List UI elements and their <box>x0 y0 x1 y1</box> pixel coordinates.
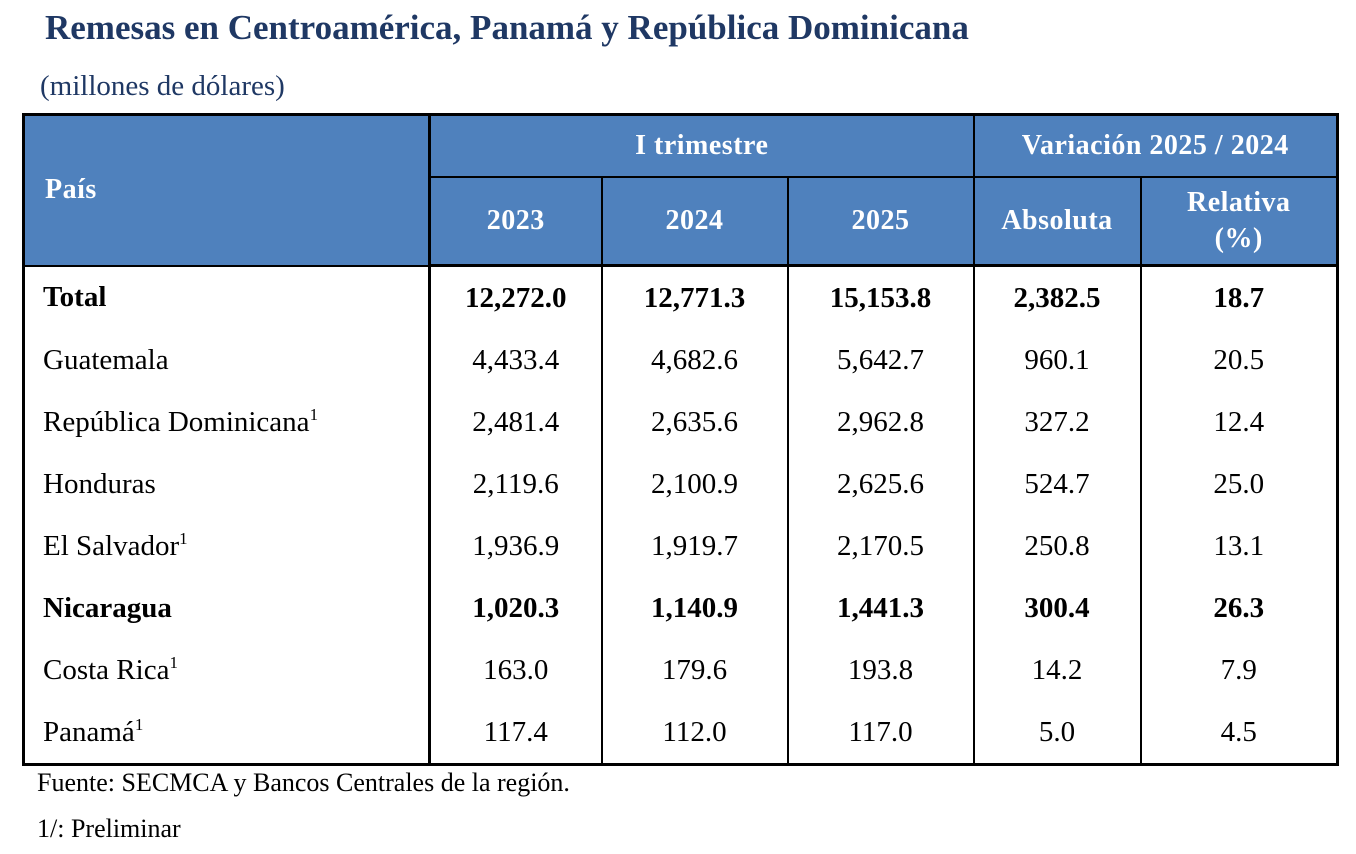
header-variacion: Variación 2025 / 2024 <box>972 113 1339 178</box>
value-2025: 193.8 <box>786 639 975 701</box>
country-name: Guatemala <box>43 343 169 376</box>
value-2025: 2,170.5 <box>786 515 975 577</box>
value-absoluta: 300.4 <box>972 577 1142 639</box>
value-relativa: 25.0 <box>1139 453 1339 515</box>
value-2023: 163.0 <box>428 639 603 701</box>
value-2024: 112.0 <box>600 701 789 766</box>
value-relativa: 4.5 <box>1139 701 1339 766</box>
value-absoluta: 250.8 <box>972 515 1142 577</box>
table-row: República Dominicana1 2,481.4 2,635.6 2,962… <box>22 391 1339 453</box>
table-body: Total 12,272.0 12,771.3 15,153.8 2,382.5 18.7… <box>22 265 1339 766</box>
footnote-marker: 1 <box>309 404 319 424</box>
country-name: El Salvador <box>43 529 180 562</box>
header-pais: País <box>22 113 431 267</box>
table-row: Costa Rica1 163.0 179.6 193.8 14.2 7.9 <box>22 639 1339 701</box>
value-absoluta: 2,382.5 <box>972 265 1142 329</box>
table-row: Nicaragua 1,020.3 1,140.9 1,441.3 300.4 26.3 <box>22 577 1339 639</box>
footnote-marker: 1 <box>169 652 178 672</box>
table-row: Panamá1 117.4 112.0 117.0 5.0 4.5 <box>22 701 1339 766</box>
country-cell: El Salvador1 <box>22 515 431 577</box>
header-relativa: Relativa (%) <box>1139 176 1339 267</box>
value-2023: 117.4 <box>428 701 603 766</box>
country-name: Honduras <box>43 467 156 500</box>
value-2025: 15,153.8 <box>786 265 975 329</box>
table-row: Total 12,272.0 12,771.3 15,153.8 2,382.5 18.7 <box>22 265 1339 329</box>
value-2024: 2,100.9 <box>600 453 789 515</box>
footnote-marker: 1 <box>134 714 144 734</box>
country-cell: Honduras <box>22 453 431 515</box>
value-relativa: 18.7 <box>1139 265 1339 329</box>
value-2024: 1,140.9 <box>600 577 789 639</box>
value-2023: 1,020.3 <box>428 577 603 639</box>
page-subtitle: (millones de dólares) <box>40 70 285 102</box>
header-year-2024: 2024 <box>600 176 789 267</box>
value-2025: 117.0 <box>786 701 975 766</box>
header-relativa-label: Relativa <box>1186 187 1291 218</box>
country-cell: República Dominicana1 <box>22 391 431 453</box>
country-cell: Nicaragua <box>22 577 431 639</box>
country-name: Total <box>43 281 107 314</box>
value-relativa: 12.4 <box>1139 391 1339 453</box>
remittances-table: País I trimestre Variación 2025 / 2024 2… <box>22 113 1340 766</box>
table-row: El Salvador1 1,936.9 1,919.7 2,170.5 250.8 13… <box>22 515 1339 577</box>
header-year-2025: 2025 <box>786 176 975 267</box>
value-relativa: 13.1 <box>1139 515 1339 577</box>
table-row: Guatemala 4,433.4 4,682.6 5,642.7 960.1 20.5 <box>22 329 1339 391</box>
country-name: Panamá <box>43 715 135 748</box>
country-name: Costa Rica <box>43 653 170 686</box>
country-cell: Panamá1 <box>22 701 431 766</box>
country-cell: Guatemala <box>22 329 431 391</box>
header-relativa-unit: (%) <box>1214 223 1263 254</box>
country-name: Nicaragua <box>43 591 172 624</box>
value-2025: 1,441.3 <box>786 577 975 639</box>
page-title: Remesas en Centroamérica, Panamá y Repúb… <box>45 8 969 47</box>
value-2024: 2,635.6 <box>600 391 789 453</box>
source-note: Fuente: SECMCA y Bancos Centrales de la … <box>37 768 570 797</box>
country-cell: Total <box>22 265 431 329</box>
value-2025: 5,642.7 <box>786 329 975 391</box>
value-2025: 2,962.8 <box>786 391 975 453</box>
value-2023: 12,272.0 <box>428 265 603 329</box>
value-2024: 12,771.3 <box>600 265 789 329</box>
country-cell: Costa Rica1 <box>22 639 431 701</box>
value-absoluta: 960.1 <box>972 329 1142 391</box>
value-absoluta: 14.2 <box>972 639 1142 701</box>
value-2024: 179.6 <box>600 639 789 701</box>
value-relativa: 7.9 <box>1139 639 1339 701</box>
value-absoluta: 524.7 <box>972 453 1142 515</box>
value-relativa: 20.5 <box>1139 329 1339 391</box>
footnote-marker: 1 <box>179 528 188 548</box>
preliminary-note: 1/: Preliminar <box>37 814 181 843</box>
value-2025: 2,625.6 <box>786 453 975 515</box>
header-absoluta: Absoluta <box>972 176 1142 267</box>
value-2023: 2,481.4 <box>428 391 603 453</box>
value-2023: 1,936.9 <box>428 515 603 577</box>
value-absoluta: 327.2 <box>972 391 1142 453</box>
value-2024: 1,919.7 <box>600 515 789 577</box>
country-name: República Dominicana <box>43 405 310 438</box>
table-row: Honduras 2,119.6 2,100.9 2,625.6 524.7 25.0 <box>22 453 1339 515</box>
value-2023: 2,119.6 <box>428 453 603 515</box>
value-2023: 4,433.4 <box>428 329 603 391</box>
header-year-2023: 2023 <box>428 176 603 267</box>
value-2024: 4,682.6 <box>600 329 789 391</box>
header-i-trimestre: I trimestre <box>428 113 975 178</box>
value-absoluta: 5.0 <box>972 701 1142 766</box>
value-relativa: 26.3 <box>1139 577 1339 639</box>
